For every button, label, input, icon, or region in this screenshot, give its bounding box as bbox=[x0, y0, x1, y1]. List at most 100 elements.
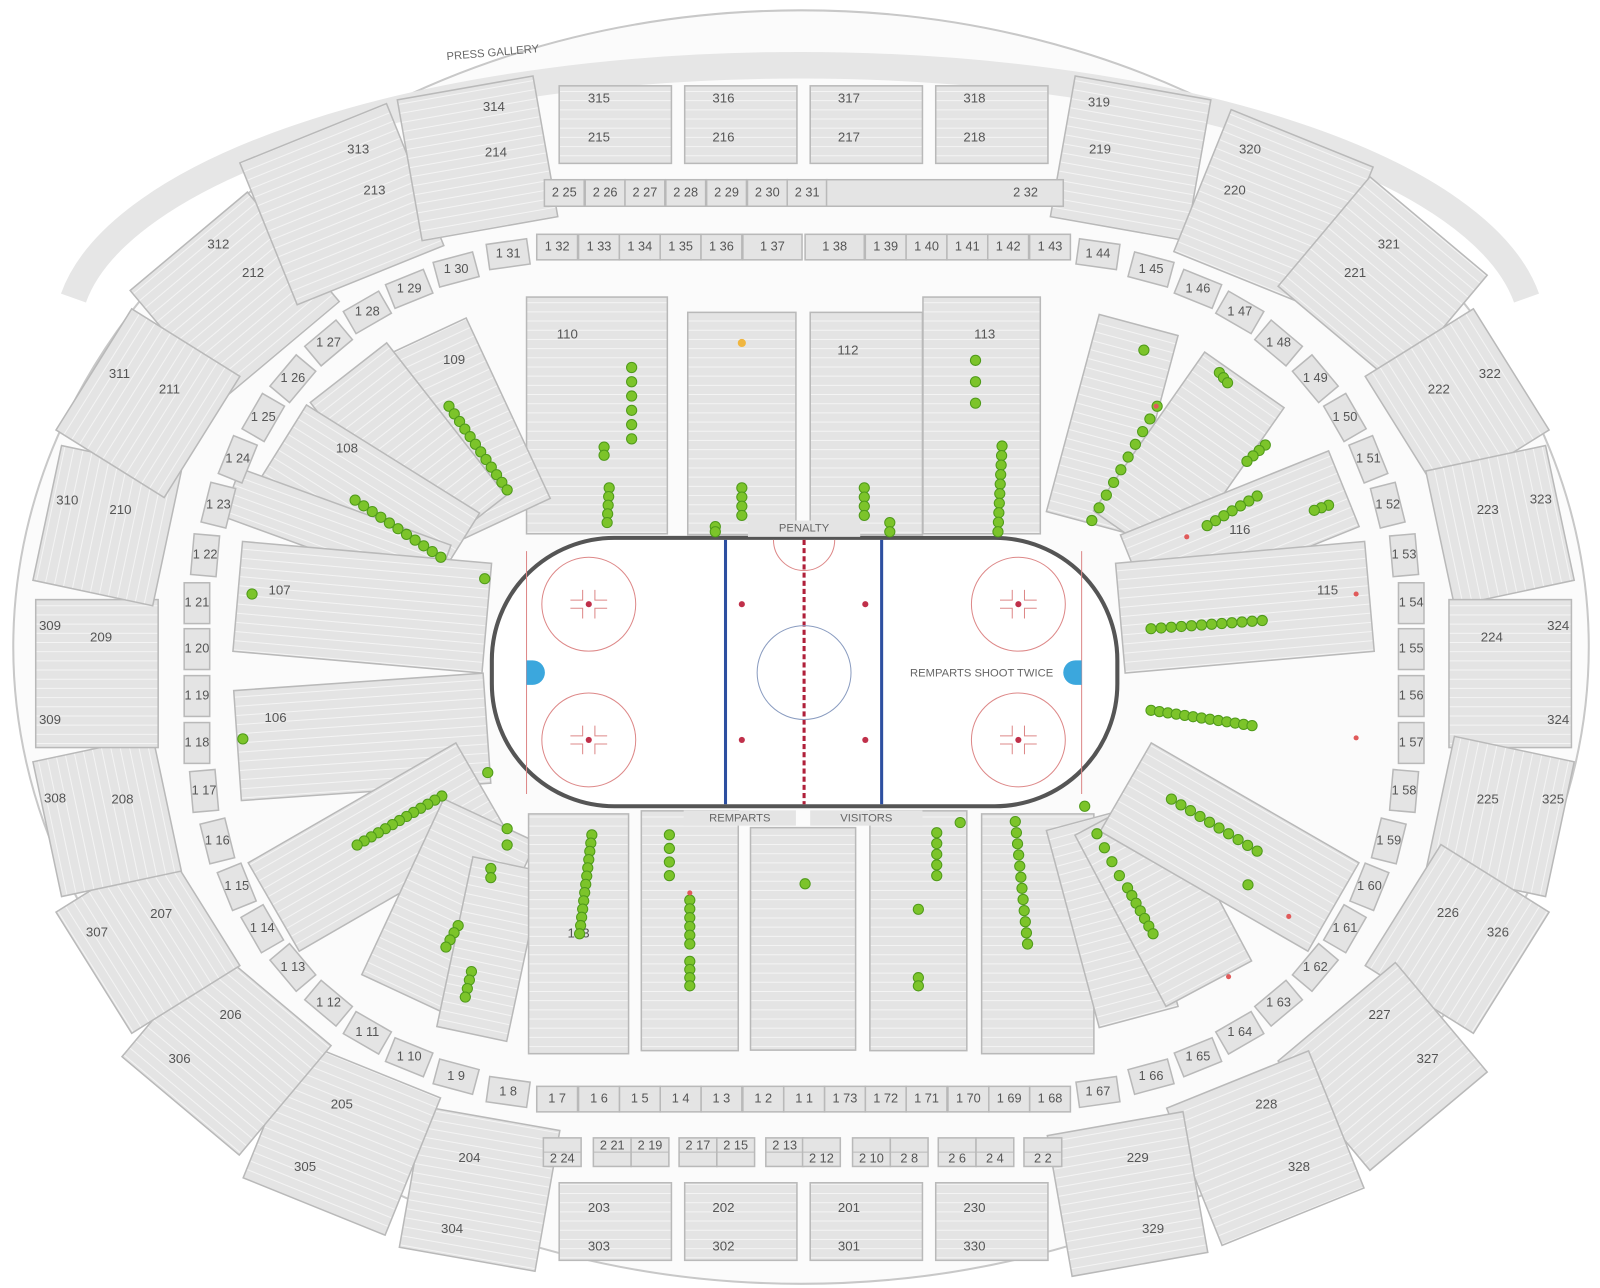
section-16[interactable] bbox=[577, 1085, 621, 1113]
available-seat-dot[interactable] bbox=[375, 511, 387, 523]
available-seat-dot[interactable] bbox=[992, 526, 1004, 538]
available-seat-dot[interactable] bbox=[626, 390, 638, 402]
suite-232[interactable] bbox=[825, 178, 1065, 208]
section-19[interactable] bbox=[432, 1058, 481, 1096]
available-seat-dot[interactable] bbox=[1017, 893, 1029, 906]
available-seat-dot[interactable] bbox=[1226, 505, 1238, 517]
available-seat-dot[interactable] bbox=[1016, 882, 1028, 894]
available-seat-dot[interactable] bbox=[626, 433, 638, 445]
available-seat-dot[interactable] bbox=[1100, 489, 1112, 501]
available-seat-dot[interactable] bbox=[884, 526, 896, 538]
section-113[interactable] bbox=[268, 942, 317, 993]
available-seat-dot[interactable] bbox=[443, 400, 455, 412]
section-137[interactable] bbox=[742, 233, 803, 261]
available-seat-dot[interactable] bbox=[1020, 927, 1033, 939]
section-142[interactable] bbox=[986, 233, 1030, 261]
section-203[interactable] bbox=[558, 1182, 673, 1262]
section-131[interactable] bbox=[485, 237, 532, 271]
available-seat-dot[interactable] bbox=[459, 991, 471, 1003]
available-seat-dot[interactable] bbox=[1222, 828, 1235, 840]
available-seat-dot[interactable] bbox=[1137, 426, 1149, 438]
section-159[interactable] bbox=[1370, 817, 1408, 865]
section-157[interactable] bbox=[1397, 721, 1425, 765]
section-153[interactable] bbox=[1388, 532, 1420, 578]
section-158[interactable] bbox=[1388, 768, 1420, 814]
available-seat-dot[interactable] bbox=[1251, 490, 1263, 502]
available-seat-dot[interactable] bbox=[736, 509, 748, 522]
available-seat-dot[interactable] bbox=[1019, 916, 1031, 928]
section-13[interactable] bbox=[700, 1085, 743, 1113]
section-110[interactable] bbox=[525, 296, 669, 535]
section-201[interactable] bbox=[809, 1182, 924, 1262]
available-seat-dot[interactable] bbox=[1021, 938, 1034, 950]
available-seat-dot[interactable] bbox=[1213, 822, 1225, 834]
section-150[interactable] bbox=[1322, 392, 1368, 443]
available-seat-dot[interactable] bbox=[1106, 856, 1118, 868]
section-127[interactable] bbox=[303, 319, 354, 367]
available-seat-dot[interactable] bbox=[1165, 793, 1178, 805]
section-163[interactable] bbox=[1253, 979, 1304, 1028]
section-202[interactable] bbox=[683, 1182, 798, 1262]
section-229[interactable] bbox=[1046, 1110, 1209, 1278]
available-seat-dot[interactable] bbox=[1086, 514, 1098, 527]
available-seat-dot[interactable] bbox=[684, 980, 696, 992]
section-160[interactable] bbox=[1348, 862, 1390, 912]
section-219[interactable] bbox=[1049, 75, 1212, 242]
section-14[interactable] bbox=[659, 1085, 702, 1113]
available-seat-dot[interactable] bbox=[598, 449, 610, 461]
available-seat-dot[interactable] bbox=[1175, 799, 1187, 811]
available-seat-dot[interactable] bbox=[1226, 617, 1238, 629]
section-115[interactable] bbox=[1114, 540, 1376, 674]
available-seat-dot[interactable] bbox=[663, 842, 675, 855]
featured-seat-dot[interactable] bbox=[737, 338, 746, 348]
available-seat-dot[interactable] bbox=[931, 848, 943, 860]
available-seat-dot[interactable] bbox=[1122, 451, 1134, 463]
available-seat-dot[interactable] bbox=[931, 837, 943, 850]
available-seat-dot[interactable] bbox=[459, 423, 471, 435]
available-seat-dot[interactable] bbox=[409, 534, 421, 546]
available-seat-dot[interactable] bbox=[482, 766, 494, 779]
available-seat-dot[interactable] bbox=[435, 551, 447, 563]
section-215[interactable] bbox=[558, 85, 673, 165]
available-seat-dot[interactable] bbox=[464, 431, 476, 443]
available-seat-dot[interactable] bbox=[994, 478, 1006, 490]
available-seat-dot[interactable] bbox=[1107, 476, 1120, 489]
section-126[interactable] bbox=[268, 353, 317, 404]
section-148[interactable] bbox=[1253, 319, 1304, 367]
section[interactable] bbox=[869, 810, 968, 1052]
available-seat-dot[interactable] bbox=[496, 476, 508, 488]
section-118[interactable] bbox=[183, 721, 211, 765]
section-143[interactable] bbox=[1028, 233, 1072, 261]
section-134[interactable] bbox=[618, 233, 661, 261]
section-119[interactable] bbox=[183, 674, 211, 718]
section-154[interactable] bbox=[1397, 582, 1425, 625]
section-18[interactable] bbox=[485, 1075, 532, 1109]
available-seat-dot[interactable] bbox=[418, 540, 430, 552]
section-155[interactable] bbox=[1397, 627, 1425, 671]
available-seat-dot[interactable] bbox=[1010, 827, 1023, 839]
section-132[interactable] bbox=[535, 233, 579, 261]
suite-230[interactable] bbox=[746, 178, 789, 208]
section-107[interactable] bbox=[232, 540, 493, 674]
available-seat-dot[interactable] bbox=[1206, 618, 1218, 630]
available-seat-dot[interactable] bbox=[969, 376, 982, 388]
available-seat-dot[interactable] bbox=[469, 438, 482, 450]
available-seat-dot[interactable] bbox=[931, 870, 943, 882]
available-seat-dot[interactable] bbox=[475, 446, 487, 458]
available-seat-dot[interactable] bbox=[1011, 838, 1024, 850]
available-seat-dot[interactable] bbox=[1216, 617, 1228, 630]
available-seat-dot[interactable] bbox=[1194, 810, 1206, 823]
available-seat-dot[interactable] bbox=[1246, 615, 1258, 627]
available-seat-dot[interactable] bbox=[1256, 614, 1268, 627]
available-seat-dot[interactable] bbox=[490, 469, 503, 481]
available-seat-dot[interactable] bbox=[1203, 816, 1216, 828]
available-seat-dot[interactable] bbox=[601, 516, 613, 529]
available-seat-dot[interactable] bbox=[392, 523, 404, 535]
available-seat-dot[interactable] bbox=[1013, 849, 1025, 861]
section-208[interactable] bbox=[32, 735, 183, 898]
available-seat-dot[interactable] bbox=[709, 526, 721, 538]
available-seat-dot[interactable] bbox=[663, 856, 675, 868]
available-seat-dot[interactable] bbox=[1185, 620, 1198, 632]
section-114[interactable] bbox=[239, 903, 285, 954]
available-seat-dot[interactable] bbox=[349, 494, 361, 506]
